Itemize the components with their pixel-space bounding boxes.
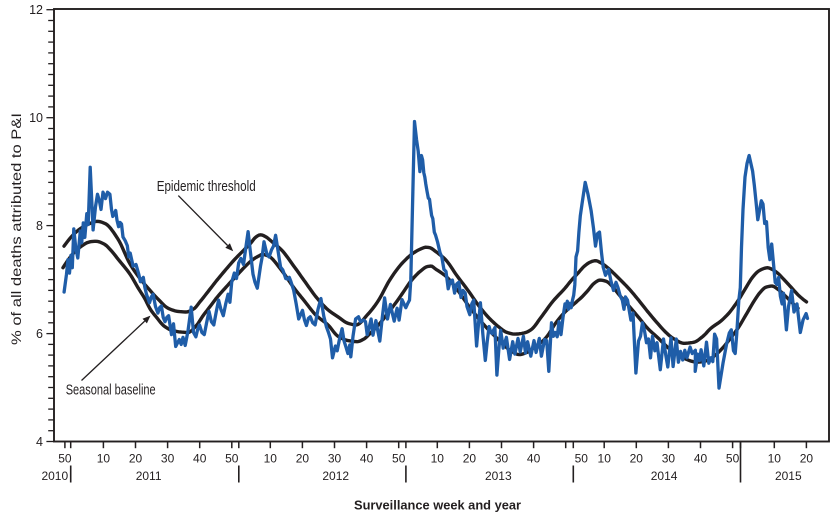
svg-text:20: 20	[630, 451, 644, 465]
svg-text:20: 20	[296, 451, 310, 465]
svg-text:8: 8	[36, 219, 43, 233]
svg-text:10: 10	[768, 451, 782, 465]
svg-text:30: 30	[328, 451, 342, 465]
svg-text:30: 30	[495, 451, 509, 465]
svg-text:4: 4	[36, 435, 43, 449]
svg-text:Surveillance week and year: Surveillance week and year	[354, 498, 521, 513]
svg-text:% of all deaths attributed to: % of all deaths attributed to P&I	[9, 113, 24, 345]
svg-text:2012: 2012	[322, 469, 349, 483]
svg-text:50: 50	[575, 451, 589, 465]
svg-text:20: 20	[800, 451, 814, 465]
svg-text:10: 10	[264, 451, 278, 465]
svg-text:50: 50	[225, 451, 239, 465]
svg-text:2015: 2015	[775, 469, 802, 483]
svg-text:20: 20	[463, 451, 477, 465]
svg-text:6: 6	[36, 327, 43, 341]
svg-text:2011: 2011	[136, 469, 162, 483]
svg-text:40: 40	[527, 451, 541, 465]
svg-text:40: 40	[694, 451, 708, 465]
svg-text:30: 30	[662, 451, 676, 465]
svg-text:2013: 2013	[485, 469, 512, 483]
svg-text:30: 30	[161, 451, 175, 465]
svg-text:12: 12	[29, 3, 43, 17]
svg-text:40: 40	[360, 451, 374, 465]
svg-text:10: 10	[97, 451, 111, 465]
svg-text:40: 40	[193, 451, 207, 465]
svg-text:2010: 2010	[41, 469, 68, 483]
svg-text:Epidemic threshold: Epidemic threshold	[157, 179, 256, 195]
svg-text:Seasonal baseline: Seasonal baseline	[66, 382, 156, 398]
svg-text:10: 10	[598, 451, 612, 465]
svg-text:50: 50	[58, 451, 72, 465]
svg-text:10: 10	[431, 451, 445, 465]
svg-text:10: 10	[29, 111, 43, 125]
svg-text:20: 20	[129, 451, 143, 465]
svg-text:50: 50	[392, 451, 406, 465]
svg-text:50: 50	[726, 451, 740, 465]
svg-text:2014: 2014	[651, 469, 678, 483]
